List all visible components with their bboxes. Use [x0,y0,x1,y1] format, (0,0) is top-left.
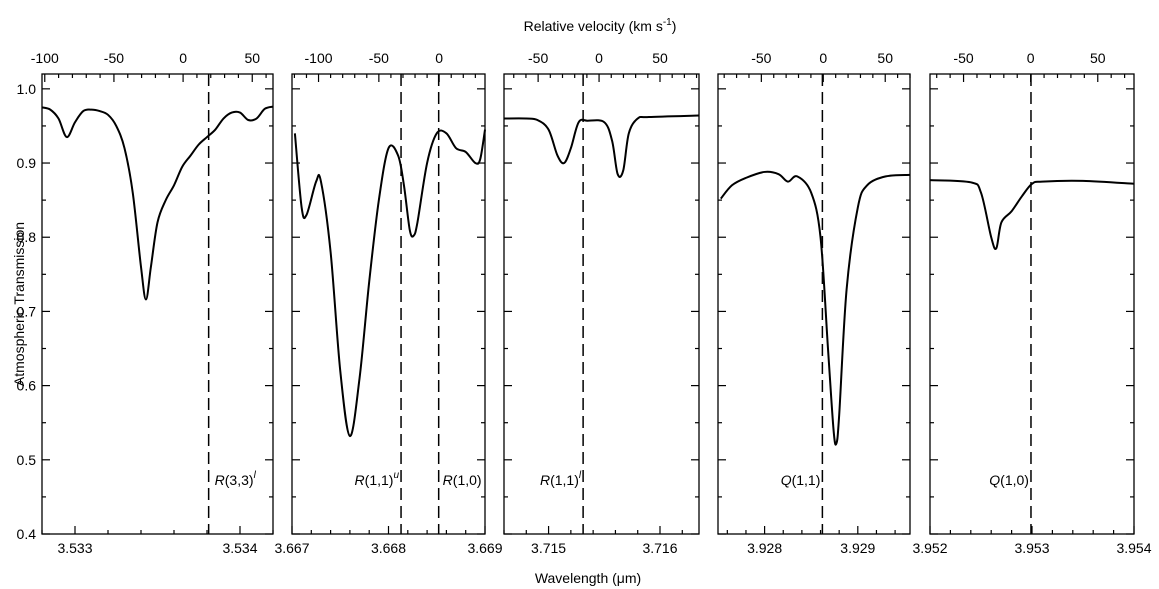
y-tick-label: 0.8 [17,229,37,245]
v-tick-label: -50 [369,50,389,66]
transmission-trace [929,179,1135,250]
transition-label: R(3,3)l [215,470,257,488]
transmission-trace [720,170,911,446]
v-tick-label: -50 [953,50,973,66]
x-tick-label: 3.952 [912,540,947,556]
transition-label: R(1,0) [443,472,482,488]
x-tick-label: 3.954 [1116,540,1151,556]
x-tick-label: 3.534 [222,540,257,556]
y-axis-title: Atmospheric Transmission [11,222,27,386]
v-tick-label: 50 [877,50,893,66]
v-tick-label: -50 [104,50,124,66]
transition-label: R(1,1)l [540,470,582,488]
panel-frame [503,73,700,535]
x-tick-label: 3.668 [371,540,406,556]
top-axis-title: Relative velocity (km s-1) [524,17,677,34]
transition-label: Q(1,1) [781,472,821,488]
transition-label: Q(1,0) [989,472,1029,488]
y-tick-label: 0.7 [17,303,37,319]
x-tick-label: 3.667 [274,540,309,556]
y-tick-label: 0.4 [17,526,37,542]
v-tick-label: -50 [751,50,771,66]
panel-frame [291,73,486,535]
v-tick-label: 50 [1090,50,1106,66]
panel-3: 3.715 3.716 -50 0 50 R(1,1)l [503,50,700,556]
y-tick-label: 0.9 [17,155,37,171]
x-tick-label: 3.669 [467,540,502,556]
x-tick-label: 3.928 [747,540,782,556]
v-tick-label: 0 [1027,50,1035,66]
panel-frame [717,73,911,535]
x-tick-label: 3.953 [1014,540,1049,556]
v-tick-label: 0 [595,50,603,66]
panel-5: 3.952 3.953 3.954 -50 0 50 Q(1,0) [912,50,1151,556]
v-tick-label: -100 [31,50,59,66]
v-tick-label: 0 [435,50,443,66]
y-tick-label: 0.5 [17,452,37,468]
v-tick-label: 50 [244,50,260,66]
panel-frame [929,73,1135,535]
v-tick-label: -50 [528,50,548,66]
chart-panels: 3.533 3.534 -100 -50 0 50 0.4 0.5 0.6 0.7 0.8 0.9 1.… [17,50,1152,556]
x-tick-label: 3.716 [642,540,677,556]
transmission-trace [41,105,274,301]
panel-2: 3.667 3.668 3.669 -100 -50 0 R(1,1)u R(1,0) [274,50,502,556]
v-tick-label: 50 [652,50,668,66]
transmission-trace [293,129,486,438]
panel-frame [41,73,274,535]
panel-1: 3.533 3.534 -100 -50 0 50 0.4 0.5 0.6 0.7 0.8 0.9 1.… [17,50,274,556]
panel-4: 3.928 3.929 -50 0 50 Q(1,1) [717,50,911,556]
bottom-axis-title: Wavelength (μm) [535,570,641,586]
x-tick-label: 3.533 [57,540,92,556]
v-tick-label: -100 [305,50,333,66]
x-tick-label: 3.715 [531,540,566,556]
transmission-trace [503,114,700,178]
x-tick-label: 3.929 [840,540,875,556]
transition-label: R(1,1)u [355,470,400,488]
y-tick-label: 1.0 [17,81,37,97]
v-tick-label: 0 [819,50,827,66]
v-tick-label: 0 [179,50,187,66]
y-tick-label: 0.6 [17,378,37,394]
